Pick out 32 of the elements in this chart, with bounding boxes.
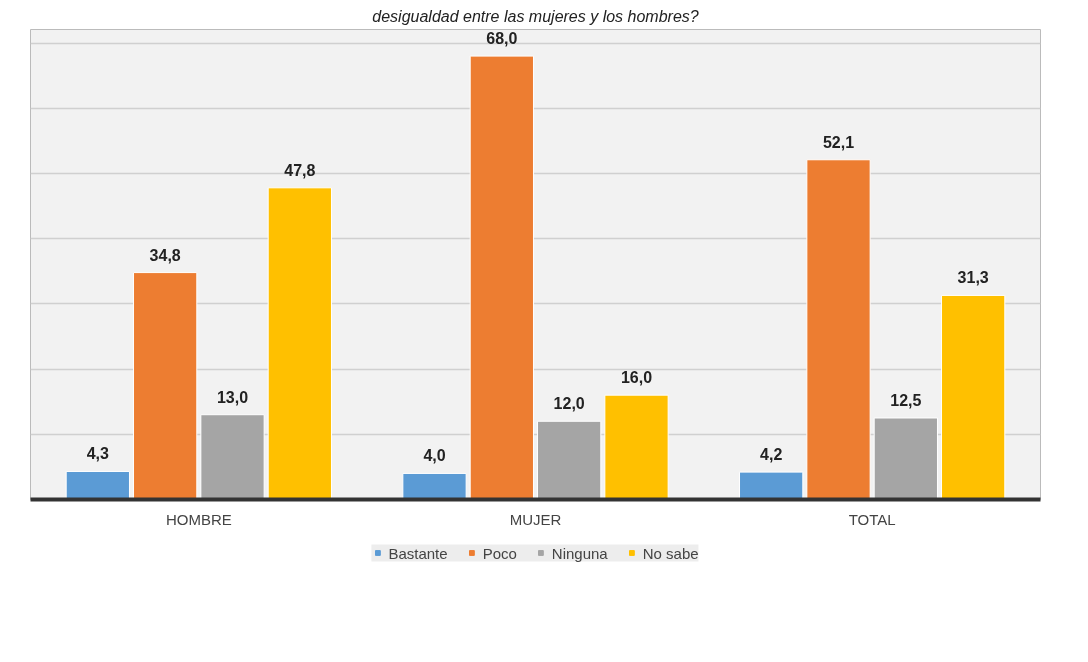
x-tick-label: TOTAL: [848, 510, 896, 528]
data-label: 16,0: [620, 369, 653, 387]
x-tick-label: HOMBRE: [165, 510, 232, 528]
bar: [941, 294, 1006, 500]
data-label: 4,2: [760, 446, 783, 464]
legend-label: Poco: [482, 544, 517, 561]
bar: [200, 414, 265, 500]
data-label: 12,5: [890, 391, 922, 409]
bar: [65, 470, 130, 500]
data-label: 47,8: [284, 161, 316, 179]
bar: [604, 394, 669, 500]
legend-label: Bastante: [388, 544, 448, 561]
bar: [806, 159, 871, 500]
bar: [873, 417, 938, 500]
bar: [267, 187, 332, 500]
bar: [133, 272, 198, 500]
data-label: 4,0: [423, 447, 446, 465]
bar: [402, 472, 467, 500]
data-label: 13,0: [216, 388, 249, 406]
data-label: 12,0: [553, 395, 585, 413]
legend-label: No sabe: [642, 544, 699, 561]
data-label: 34,8: [149, 246, 181, 264]
bar: [537, 420, 602, 500]
data-label: 31,3: [957, 269, 989, 287]
data-label: 4,3: [86, 445, 110, 463]
legend-label: Ninguna: [551, 544, 608, 561]
chart-title: desigualdad entre las mujeres y los hombres?: [372, 7, 699, 25]
bar: [469, 55, 534, 500]
data-label: 52,1: [822, 133, 855, 151]
bar: [739, 471, 804, 500]
x-tick-label: MUJER: [509, 510, 562, 528]
data-label: 68,0: [486, 30, 518, 48]
